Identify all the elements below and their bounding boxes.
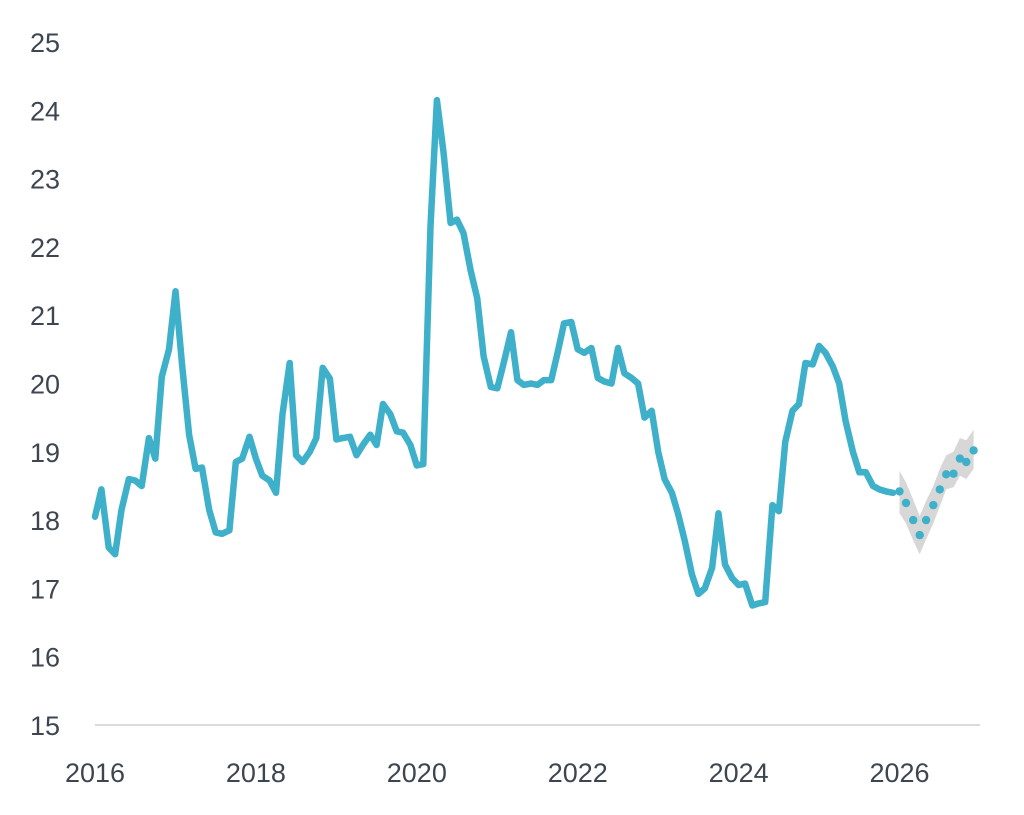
forecast-point [942,470,951,479]
forecast-point [901,498,911,508]
y-tick-labels: 15 16 17 18 19 20 21 22 23 24 25 [30,28,60,741]
forecast-band-layer [899,429,974,555]
x-tick-label: 2024 [709,758,769,788]
forecast-point [949,469,958,478]
y-tick-label: 20 [30,370,60,400]
forecast-point [935,485,944,494]
y-tick-label: 25 [30,28,60,58]
y-tick-label: 16 [30,643,60,673]
series-line-layer [91,96,897,609]
y-tick-label: 24 [30,96,60,126]
y-tick-label: 19 [30,438,60,468]
y-tick-label: 17 [30,574,60,604]
forecast-point [895,487,904,496]
forecast-point [955,454,965,463]
forecast-point [915,530,924,540]
y-tick-label: 23 [30,165,60,195]
forecast-dots-layer [895,446,978,540]
x-tick-labels: 2016 2018 2020 2022 2024 2026 [65,758,930,788]
x-tick-label: 2016 [65,758,125,788]
forecast-point [909,515,918,525]
y-tick-label: 22 [30,233,60,263]
y-tick-label: 21 [30,301,60,331]
x-tick-label: 2022 [548,758,608,788]
y-tick-label: 15 [30,711,60,741]
x-tick-label: 2026 [870,758,930,788]
forecast-point [962,457,971,467]
forecast-confidence-band [899,429,974,555]
y-tick-label: 18 [30,506,60,536]
forecast-point [921,515,931,525]
historical-series-line [91,96,897,609]
x-tick-label: 2020 [387,758,447,788]
forecast-point [929,500,938,510]
x-tick-label: 2018 [226,758,286,788]
forecast-point [969,446,978,455]
